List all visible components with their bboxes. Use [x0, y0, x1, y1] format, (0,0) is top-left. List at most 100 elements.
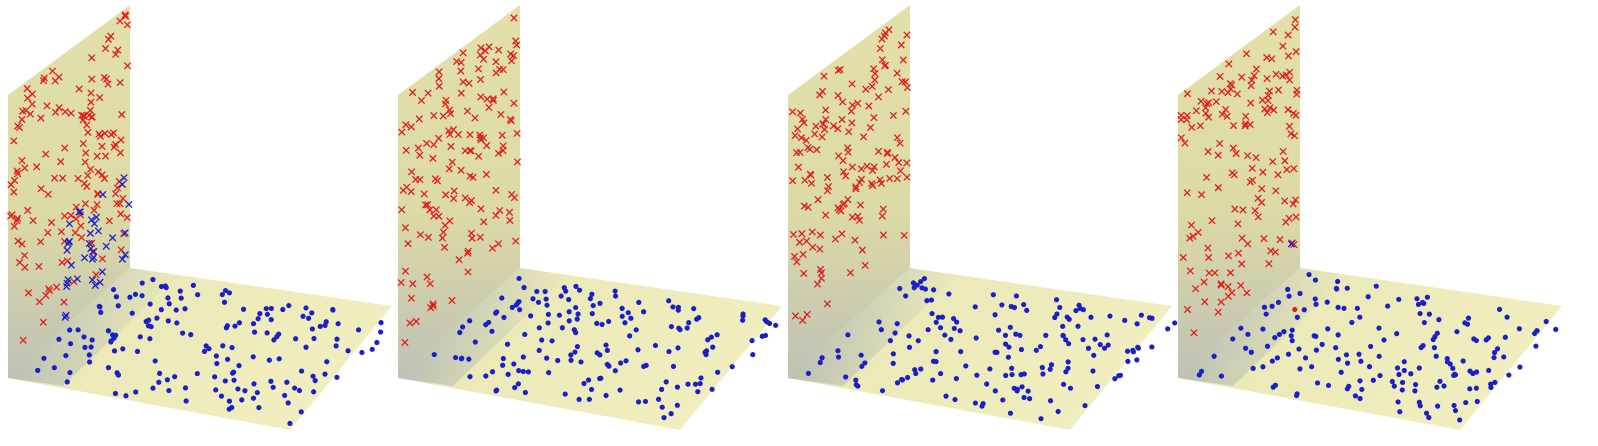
blue-dot-marker	[180, 330, 186, 336]
red-cross-marker	[820, 72, 828, 80]
red-cross-marker	[1285, 214, 1293, 222]
blue-dot-marker	[549, 338, 555, 344]
blue-dot-marker	[334, 336, 340, 342]
blue-dot-marker	[843, 374, 849, 380]
blue-dot-marker	[303, 344, 309, 350]
blue-dot-marker	[539, 337, 545, 343]
blue-dot-marker	[114, 370, 120, 376]
blue-dot-marker	[619, 305, 625, 311]
blue-dot-marker	[661, 415, 667, 421]
red-cross-marker	[804, 203, 812, 211]
red-cross-marker	[848, 119, 856, 127]
red-cross-marker	[510, 193, 519, 202]
blue-cross-marker	[65, 220, 74, 228]
blue-dot-marker	[264, 330, 270, 336]
red-cross-marker	[455, 256, 463, 264]
blue-dot-marker	[1352, 393, 1359, 399]
red-cross-marker	[42, 150, 50, 158]
red-cross-marker	[1179, 253, 1187, 262]
red-cross-marker	[474, 152, 483, 160]
blue-dot-marker	[972, 304, 978, 310]
red-cross-marker	[903, 31, 911, 39]
blue-dot-marker	[1092, 336, 1098, 342]
blue-dot-marker	[86, 352, 92, 358]
red-cross-marker	[10, 137, 18, 145]
red-cross-marker	[1201, 298, 1209, 306]
blue-dot-marker	[528, 313, 534, 319]
blue-dot-marker	[912, 367, 918, 373]
red-cross-marker	[67, 211, 75, 219]
blue-dot-marker	[987, 366, 993, 372]
blue-dot-marker	[452, 354, 459, 361]
red-cross-marker	[84, 128, 92, 137]
red-cross-marker	[1291, 23, 1299, 31]
red-cross-marker	[1228, 288, 1236, 297]
blue-dot-marker	[589, 311, 595, 317]
blue-dot-marker	[1007, 410, 1014, 416]
red-cross-marker	[88, 75, 96, 83]
blue-cross-marker	[96, 278, 104, 286]
red-cross-marker	[1188, 123, 1196, 132]
blue-dot-marker	[1250, 365, 1256, 371]
panel-3	[788, 5, 1178, 430]
red-cross-marker	[813, 280, 822, 288]
blue-dot-marker	[242, 388, 248, 394]
blue-dot-marker	[937, 370, 944, 377]
blue-dot-marker	[666, 348, 672, 355]
blue-dot-marker	[1230, 336, 1236, 342]
blue-dot-marker	[696, 315, 702, 321]
red-cross-marker	[1252, 65, 1261, 73]
red-cross-marker	[1242, 112, 1250, 121]
red-cross-marker	[87, 89, 95, 97]
blue-dot-marker	[263, 305, 269, 312]
blue-dot-marker	[1444, 355, 1450, 362]
red-cross-marker	[868, 181, 877, 190]
red-cross-marker	[1248, 164, 1256, 172]
blue-dot-marker	[1370, 377, 1376, 383]
blue-dot-marker	[853, 377, 859, 383]
blue-dot-marker	[587, 296, 593, 302]
blue-dot-marker	[1135, 345, 1142, 351]
red-cross-marker	[415, 115, 423, 123]
blue-dot-marker	[625, 310, 631, 316]
blue-dot-marker	[853, 382, 859, 388]
blue-dot-marker	[1381, 337, 1387, 343]
blue-dot-marker	[887, 338, 894, 344]
red-cross-marker	[86, 106, 94, 114]
blue-dot-marker	[958, 348, 964, 355]
blue-dot-marker	[1172, 320, 1178, 326]
red-cross-marker	[407, 168, 416, 176]
red-cross-marker	[794, 163, 803, 171]
blue-dot-marker	[633, 327, 639, 333]
red-cross-marker	[839, 168, 848, 176]
red-cross-marker	[423, 273, 431, 281]
red-cross-marker	[1258, 185, 1266, 193]
blue-dot-marker	[1021, 394, 1027, 401]
red-cross-marker	[110, 143, 118, 151]
red-cross-marker	[23, 84, 31, 93]
blue-dot-marker	[919, 285, 925, 291]
blue-dot-marker	[466, 356, 472, 362]
blue-dot-marker	[150, 385, 156, 391]
blue-dot-marker	[110, 286, 117, 293]
blue-dot-marker	[1269, 358, 1275, 364]
red-cross-marker	[1224, 283, 1232, 291]
blue-cross-marker	[108, 234, 117, 242]
blue-dot-marker	[1312, 277, 1319, 283]
red-cross-marker	[24, 289, 33, 297]
red-cross-marker	[1284, 52, 1293, 60]
red-cross-marker	[402, 146, 410, 155]
blue-dot-marker	[1344, 360, 1351, 366]
blue-dot-marker	[534, 288, 540, 295]
red-cross-marker	[497, 110, 505, 119]
blue-dot-marker	[276, 331, 282, 337]
red-cross-marker	[442, 96, 450, 105]
red-cross-marker	[831, 235, 840, 243]
red-cross-marker	[855, 178, 864, 187]
red-cross-marker	[424, 89, 432, 97]
red-cross-marker	[476, 75, 485, 84]
red-cross-marker	[1290, 240, 1298, 249]
blue-dot-marker	[1338, 369, 1344, 375]
blue-dot-marker	[152, 358, 158, 364]
blue-dot-marker	[740, 311, 746, 317]
